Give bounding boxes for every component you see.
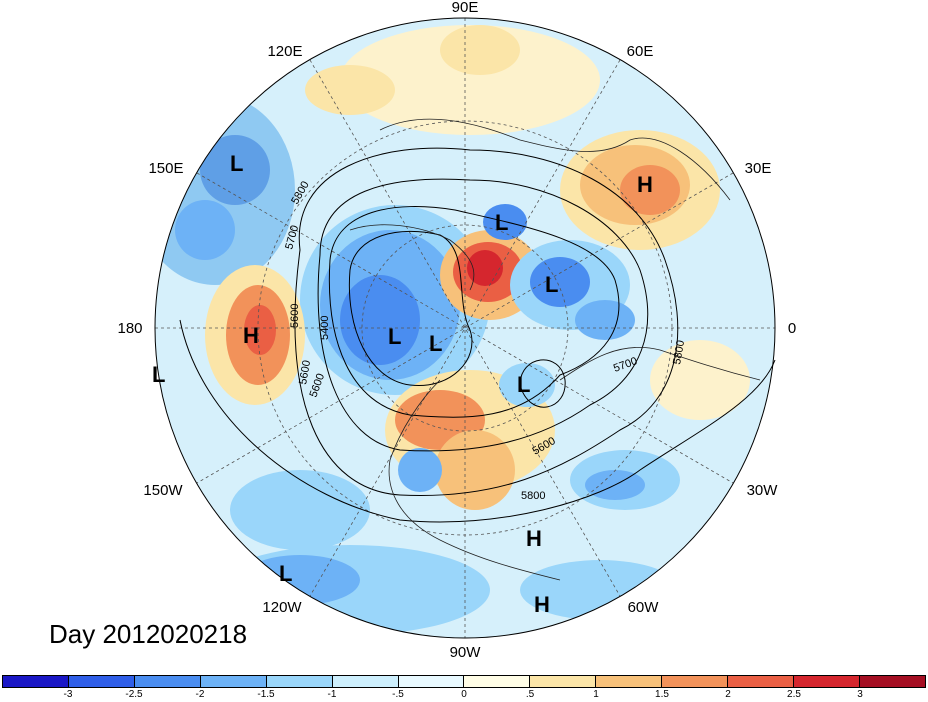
colorbar-swatch — [134, 676, 201, 687]
lon-label-150e: 150E — [148, 160, 183, 177]
colorbar-tick-label: .5 — [525, 689, 535, 700]
day-label: Day 2012020218 — [49, 619, 248, 649]
anomaly-field — [155, 18, 775, 638]
colorbar-tick-label: 2 — [725, 689, 731, 700]
colorbar-swatch — [859, 676, 925, 687]
colorbar-swatch — [266, 676, 333, 687]
lon-label-60w: 60W — [628, 599, 660, 616]
colorbar-swatch — [200, 676, 267, 687]
lon-label-30w: 30W — [747, 482, 779, 499]
colorbar-tick-label: -.5 — [392, 689, 404, 700]
colorbar-tick-label: 2.5 — [787, 689, 801, 700]
colorbar-tick-label: 1 — [593, 689, 599, 700]
colorbar-tick-label: 0 — [461, 689, 467, 700]
low-marker: L — [152, 362, 165, 387]
lon-label-90w: 90W — [450, 644, 482, 661]
coastlines — [349, 118, 761, 581]
graticule — [155, 18, 775, 638]
colorbar-tick-label: -1.5 — [257, 689, 275, 700]
colorbar-swatch — [398, 676, 465, 687]
low-marker: L — [495, 210, 508, 235]
longitude-labels: 90E 60E 30E 0 30W 60W 90W 120W 150W 180 … — [117, 0, 796, 661]
lon-label-30e: 30E — [745, 160, 772, 177]
low-marker: L — [279, 561, 292, 586]
high-marker: H — [243, 323, 259, 348]
colorbar-tick-label: 1.5 — [655, 689, 669, 700]
lon-label-180: 180 — [117, 320, 142, 337]
lon-label-0: 0 — [788, 320, 796, 337]
contour-label: 5800 — [521, 490, 545, 502]
contour-label: 5600 — [289, 304, 301, 328]
colorbar-tick-label: -3 — [63, 689, 73, 700]
height-contours — [179, 147, 776, 523]
colorbar-swatch — [3, 676, 69, 687]
colorbar-swatch — [728, 676, 795, 687]
contour-label: 5400 — [319, 316, 331, 340]
lon-label-60e: 60E — [627, 43, 654, 60]
colorbar-swatch — [662, 676, 729, 687]
lon-label-90e: 90E — [452, 0, 479, 16]
colorbar-swatch — [68, 676, 135, 687]
colorbar-tick-label: 3 — [857, 689, 863, 700]
colorbar-ticks: -3 -2.5 -2 -1.5 -1 -.5 0 .5 1 1.5 2 2.5 3 — [2, 689, 926, 702]
colorbar-tick-label: -1 — [327, 689, 337, 700]
contour-label: 5800 — [671, 339, 687, 365]
low-marker: L — [517, 372, 530, 397]
high-marker: H — [637, 172, 653, 197]
lon-label-150w: 150W — [143, 482, 183, 499]
low-marker: L — [545, 272, 558, 297]
high-marker: H — [526, 526, 542, 551]
colorbar-swatch — [464, 676, 531, 687]
lon-label-120w: 120W — [262, 599, 302, 616]
colorbar-tick-label: -2.5 — [125, 689, 143, 700]
low-marker: L — [230, 151, 243, 176]
colorbar-swatch — [530, 676, 597, 687]
map-boundary — [154, 17, 776, 639]
low-marker: L — [388, 324, 401, 349]
lon-label-120e: 120E — [267, 43, 302, 60]
colorbar-swatch — [794, 676, 860, 687]
colorbar — [2, 675, 926, 688]
contour-label: 5600 — [297, 359, 313, 385]
colorbar-tick-label: -2 — [195, 689, 205, 700]
colorbar-swatch — [596, 676, 663, 687]
colorbar-swatch — [332, 676, 399, 687]
pressure-systems: L H L L H L L L L H L H — [152, 151, 653, 617]
high-marker: H — [534, 592, 550, 617]
low-marker: L — [429, 331, 442, 356]
